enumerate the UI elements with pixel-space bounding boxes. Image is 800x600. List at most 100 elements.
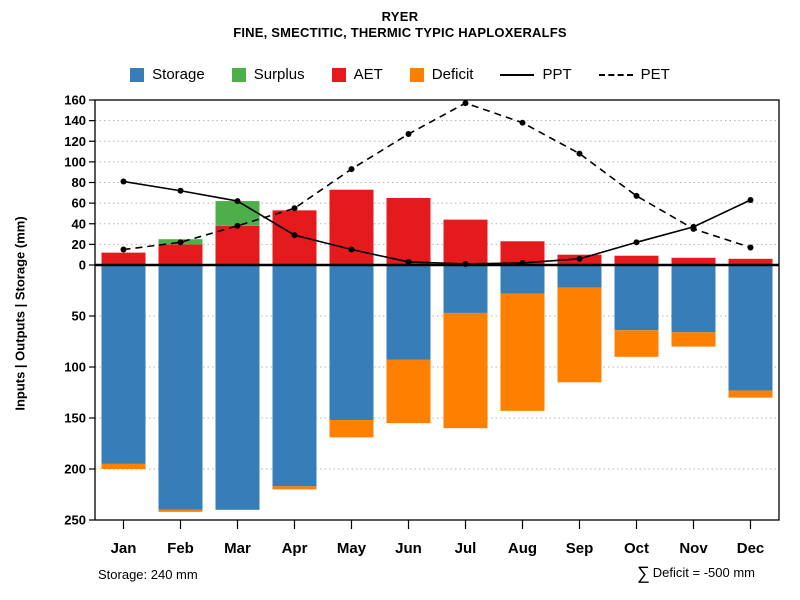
y-tick-label: 40 <box>72 216 86 231</box>
chart-subtitle: FINE, SMECTITIC, THERMIC TYPIC HAPLOXERA… <box>233 25 567 40</box>
bar-storage-may <box>329 265 374 421</box>
ppt-point-jul <box>462 260 469 267</box>
y-tick-label: 100 <box>64 154 86 169</box>
storage-annotation: Storage: 240 mm <box>98 567 198 582</box>
bar-deficit-nov <box>671 332 716 347</box>
month-label-jun: Jun <box>395 540 422 557</box>
pet-point-mar <box>234 222 241 229</box>
bar-storage-dec <box>728 265 773 391</box>
y-tick-label: 120 <box>64 134 86 149</box>
legend-label-pet: PET <box>640 66 670 83</box>
pet-point-jan <box>120 246 127 253</box>
pet-point-feb <box>177 239 184 246</box>
bar-storage-nov <box>671 265 716 333</box>
pet-point-jun <box>405 131 412 138</box>
pet-point-apr <box>291 205 298 212</box>
bar-storage-feb <box>158 265 203 510</box>
bar-deficit-may <box>329 420 374 438</box>
ppt-point-may <box>348 246 355 253</box>
bar-storage-jun <box>386 265 431 360</box>
deficit-swatch <box>409 67 424 82</box>
deficit-annotation-text: Deficit = -500 mm <box>652 565 755 580</box>
bar-deficit-jan <box>101 463 146 469</box>
y-tick-label: 60 <box>72 196 86 211</box>
legend-item-pet: PET <box>598 66 670 83</box>
bar-deficit-jul <box>443 312 488 429</box>
y-tick-label: 200 <box>64 462 86 477</box>
month-label-aug: Aug <box>508 540 537 557</box>
bar-aet-aug <box>500 241 545 265</box>
pet-point-dec <box>747 244 754 251</box>
month-label-feb: Feb <box>167 540 194 557</box>
pet-point-aug <box>519 119 526 126</box>
ppt-line-sample-icon <box>500 73 535 76</box>
bar-surplus-mar <box>215 201 260 226</box>
pet-point-may <box>348 166 355 173</box>
ppt-point-aug <box>519 259 526 266</box>
y-tick-label: 20 <box>72 237 86 252</box>
month-label-sep: Sep <box>566 540 594 557</box>
month-label-jan: Jan <box>111 540 137 557</box>
deficit-annotation: ∑ Deficit = -500 mm <box>637 563 755 584</box>
ppt-point-oct <box>633 239 640 246</box>
bar-deficit-dec <box>728 390 773 398</box>
y-tick-label: 160 <box>64 93 86 108</box>
bar-aet-may <box>329 189 374 265</box>
ppt-point-mar <box>234 198 241 205</box>
bar-storage-oct <box>614 265 659 331</box>
aet-swatch <box>331 67 346 82</box>
bar-storage-jul <box>443 265 488 313</box>
bar-aet-jun <box>386 197 431 265</box>
bar-aet-nov <box>671 257 716 265</box>
bar-storage-sep <box>557 265 602 288</box>
pet-point-jul <box>462 100 469 107</box>
bar-storage-mar <box>215 265 260 510</box>
y-tick-label: 150 <box>64 411 86 426</box>
bar-aet-feb <box>158 244 203 265</box>
month-label-nov: Nov <box>679 540 708 557</box>
bar-deficit-apr <box>272 486 317 490</box>
month-label-mar: Mar <box>224 540 251 557</box>
month-label-may: May <box>337 540 367 557</box>
bar-aet-jan <box>101 252 146 265</box>
pet-point-sep <box>576 150 583 157</box>
legend-label-storage: Storage <box>152 66 205 83</box>
bar-deficit-sep <box>557 287 602 383</box>
bar-aet-dec <box>728 258 773 265</box>
ppt-point-jan <box>120 178 127 185</box>
bar-deficit-jun <box>386 359 431 424</box>
chart-title: RYER <box>381 9 419 24</box>
ppt-point-apr <box>291 232 298 239</box>
legend-label-surplus: Surplus <box>253 66 305 83</box>
plot-border <box>94 99 780 521</box>
bar-storage-apr <box>272 265 317 487</box>
bar-storage-aug <box>500 265 545 294</box>
ppt-point-feb <box>177 187 184 194</box>
bar-deficit-feb <box>158 509 203 512</box>
storage-swatch <box>130 67 145 82</box>
ppt-line <box>123 180 751 265</box>
chart-legend: Storage Surplus AET Deficit PPT PET <box>0 66 800 83</box>
legend-label-deficit: Deficit <box>431 66 474 83</box>
pet-point-nov <box>690 225 697 232</box>
y-tick-label: 50 <box>72 309 86 324</box>
y-tick-label: 0 <box>79 258 86 273</box>
ppt-point-sep <box>576 255 583 262</box>
bar-storage-jan <box>101 265 146 464</box>
y-tick-label: 80 <box>72 175 86 190</box>
surplus-swatch <box>231 67 246 82</box>
bar-aet-mar <box>215 225 260 265</box>
pet-point-oct <box>633 192 640 199</box>
legend-label-aet: AET <box>353 66 383 83</box>
legend-item-storage: Storage <box>130 66 205 83</box>
bar-aet-oct <box>614 255 659 265</box>
sigma-symbol: ∑ <box>636 563 650 583</box>
legend-item-ppt: PPT <box>500 66 572 83</box>
month-label-dec: Dec <box>737 540 765 557</box>
ppt-point-dec <box>747 197 754 204</box>
legend-item-aet: AET <box>331 66 383 83</box>
legend-item-deficit: Deficit <box>409 66 474 83</box>
month-label-jul: Jul <box>455 540 477 557</box>
